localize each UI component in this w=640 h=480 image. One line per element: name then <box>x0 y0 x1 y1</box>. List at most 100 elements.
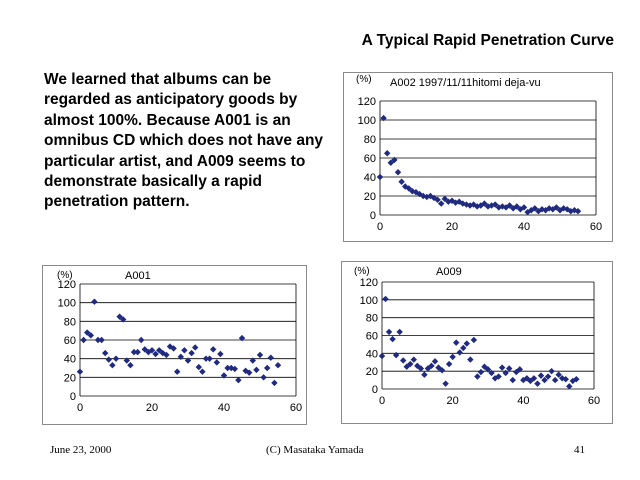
data-point <box>445 198 452 205</box>
data-point <box>427 192 434 200</box>
data-point <box>387 159 394 166</box>
y-unit-label: (%) <box>57 270 73 281</box>
data-point <box>231 365 238 373</box>
data-point <box>134 348 141 356</box>
y-unit-label: (%) <box>354 266 370 277</box>
chart-title: A002 1997/11/11hitomi deja-vu <box>390 77 541 89</box>
data-point <box>260 374 267 381</box>
data-point <box>376 173 384 181</box>
y-tick-label: 80 <box>364 134 376 146</box>
data-point <box>417 365 425 372</box>
data-point <box>530 375 538 382</box>
data-point <box>441 195 448 203</box>
data-point <box>442 380 449 387</box>
y-tick-label: 120 <box>360 277 378 289</box>
y-tick-label: 0 <box>70 391 76 403</box>
data-point <box>534 380 541 387</box>
data-point <box>556 207 564 214</box>
data-point <box>199 368 206 375</box>
data-point <box>213 359 220 366</box>
x-tick-label: 0 <box>377 221 383 233</box>
data-point <box>274 362 282 369</box>
data-point <box>271 379 278 387</box>
chart-a009: A009 (%) 0 20 40 60 80 100 120 0 20 40 60 <box>341 261 613 424</box>
data-point <box>513 368 520 376</box>
y-tick-label: 80 <box>366 313 378 325</box>
data-point <box>192 344 199 351</box>
y-unit-label: (%) <box>356 74 372 85</box>
data-point <box>477 368 485 376</box>
x-tick-label: 40 <box>218 402 230 414</box>
data-point <box>562 375 569 383</box>
data-point <box>438 367 446 374</box>
y-tick-label: 120 <box>358 96 376 108</box>
data-point <box>105 356 112 363</box>
data-point <box>498 364 506 371</box>
data-point <box>566 383 573 390</box>
data-point <box>410 356 417 363</box>
data-point <box>116 313 123 320</box>
data-point <box>430 194 438 202</box>
data-point <box>392 351 400 359</box>
data-point <box>94 336 102 344</box>
y-tick-label: 100 <box>58 298 76 310</box>
data-point <box>181 347 188 354</box>
data-point <box>195 363 202 371</box>
data-point <box>474 373 481 380</box>
slide-title: A Typical Rapid Penetration Curve <box>361 32 614 49</box>
data-point <box>448 197 456 204</box>
chart-svg-a009: A009 (%) 0 20 40 60 80 100 120 0 20 40 60 <box>354 266 600 407</box>
data-point <box>445 360 453 368</box>
data-point <box>127 362 134 369</box>
data-point <box>238 334 246 342</box>
data-point <box>509 376 516 384</box>
data-point <box>382 295 389 303</box>
data-point <box>409 188 416 195</box>
data-point <box>466 202 474 209</box>
y-tick-label: 40 <box>366 348 378 360</box>
data-point <box>112 355 120 362</box>
chart-svg-a002: A002 1997/11/11hitomi deja-vu (%) 0 20 40 60 8… <box>356 74 602 233</box>
x-tick-label: 40 <box>517 395 529 407</box>
data-point <box>202 355 210 362</box>
y-tick-label: 120 <box>58 279 76 291</box>
data-point <box>506 365 513 372</box>
data-point <box>438 200 445 207</box>
chart-a002: A002 1997/11/11hitomi deja-vu (%) 0 20 40 60 8… <box>343 72 613 242</box>
data-point <box>431 358 439 365</box>
y-tick-label: 100 <box>358 115 376 127</box>
data-point <box>174 368 181 375</box>
data-point <box>492 201 499 208</box>
y-tick-label: 0 <box>370 210 376 222</box>
y-tick-label: 60 <box>364 153 376 165</box>
data-point <box>217 350 224 358</box>
chart-svg-a001: A001 (%) 0 20 40 60 80 100 120 0 20 40 60 <box>57 270 302 414</box>
data-point <box>184 357 192 364</box>
data-point <box>76 368 84 375</box>
data-point <box>541 376 548 384</box>
data-point <box>389 335 396 343</box>
x-tick-label: 60 <box>590 221 602 233</box>
data-point <box>267 354 274 361</box>
y-tick-label: 40 <box>364 172 376 184</box>
data-point <box>384 150 391 157</box>
y-tick-label: 100 <box>360 295 378 307</box>
data-point <box>516 366 523 373</box>
data-point <box>84 329 91 336</box>
x-tick-label: 60 <box>588 395 600 407</box>
data-point <box>246 369 253 376</box>
data-point <box>484 366 492 373</box>
data-point <box>495 373 502 380</box>
data-point <box>428 362 435 370</box>
data-point <box>80 336 87 344</box>
data-point <box>551 376 559 384</box>
data-point <box>256 351 264 359</box>
data-point <box>152 350 159 358</box>
slide-body-text: We learned that albums can be regarded a… <box>44 71 324 211</box>
data-point <box>548 367 555 375</box>
data-point <box>163 351 170 359</box>
data-point <box>166 343 174 350</box>
data-point <box>407 360 414 368</box>
y-tick-label: 20 <box>366 366 378 378</box>
chart-title: A009 <box>436 266 462 278</box>
